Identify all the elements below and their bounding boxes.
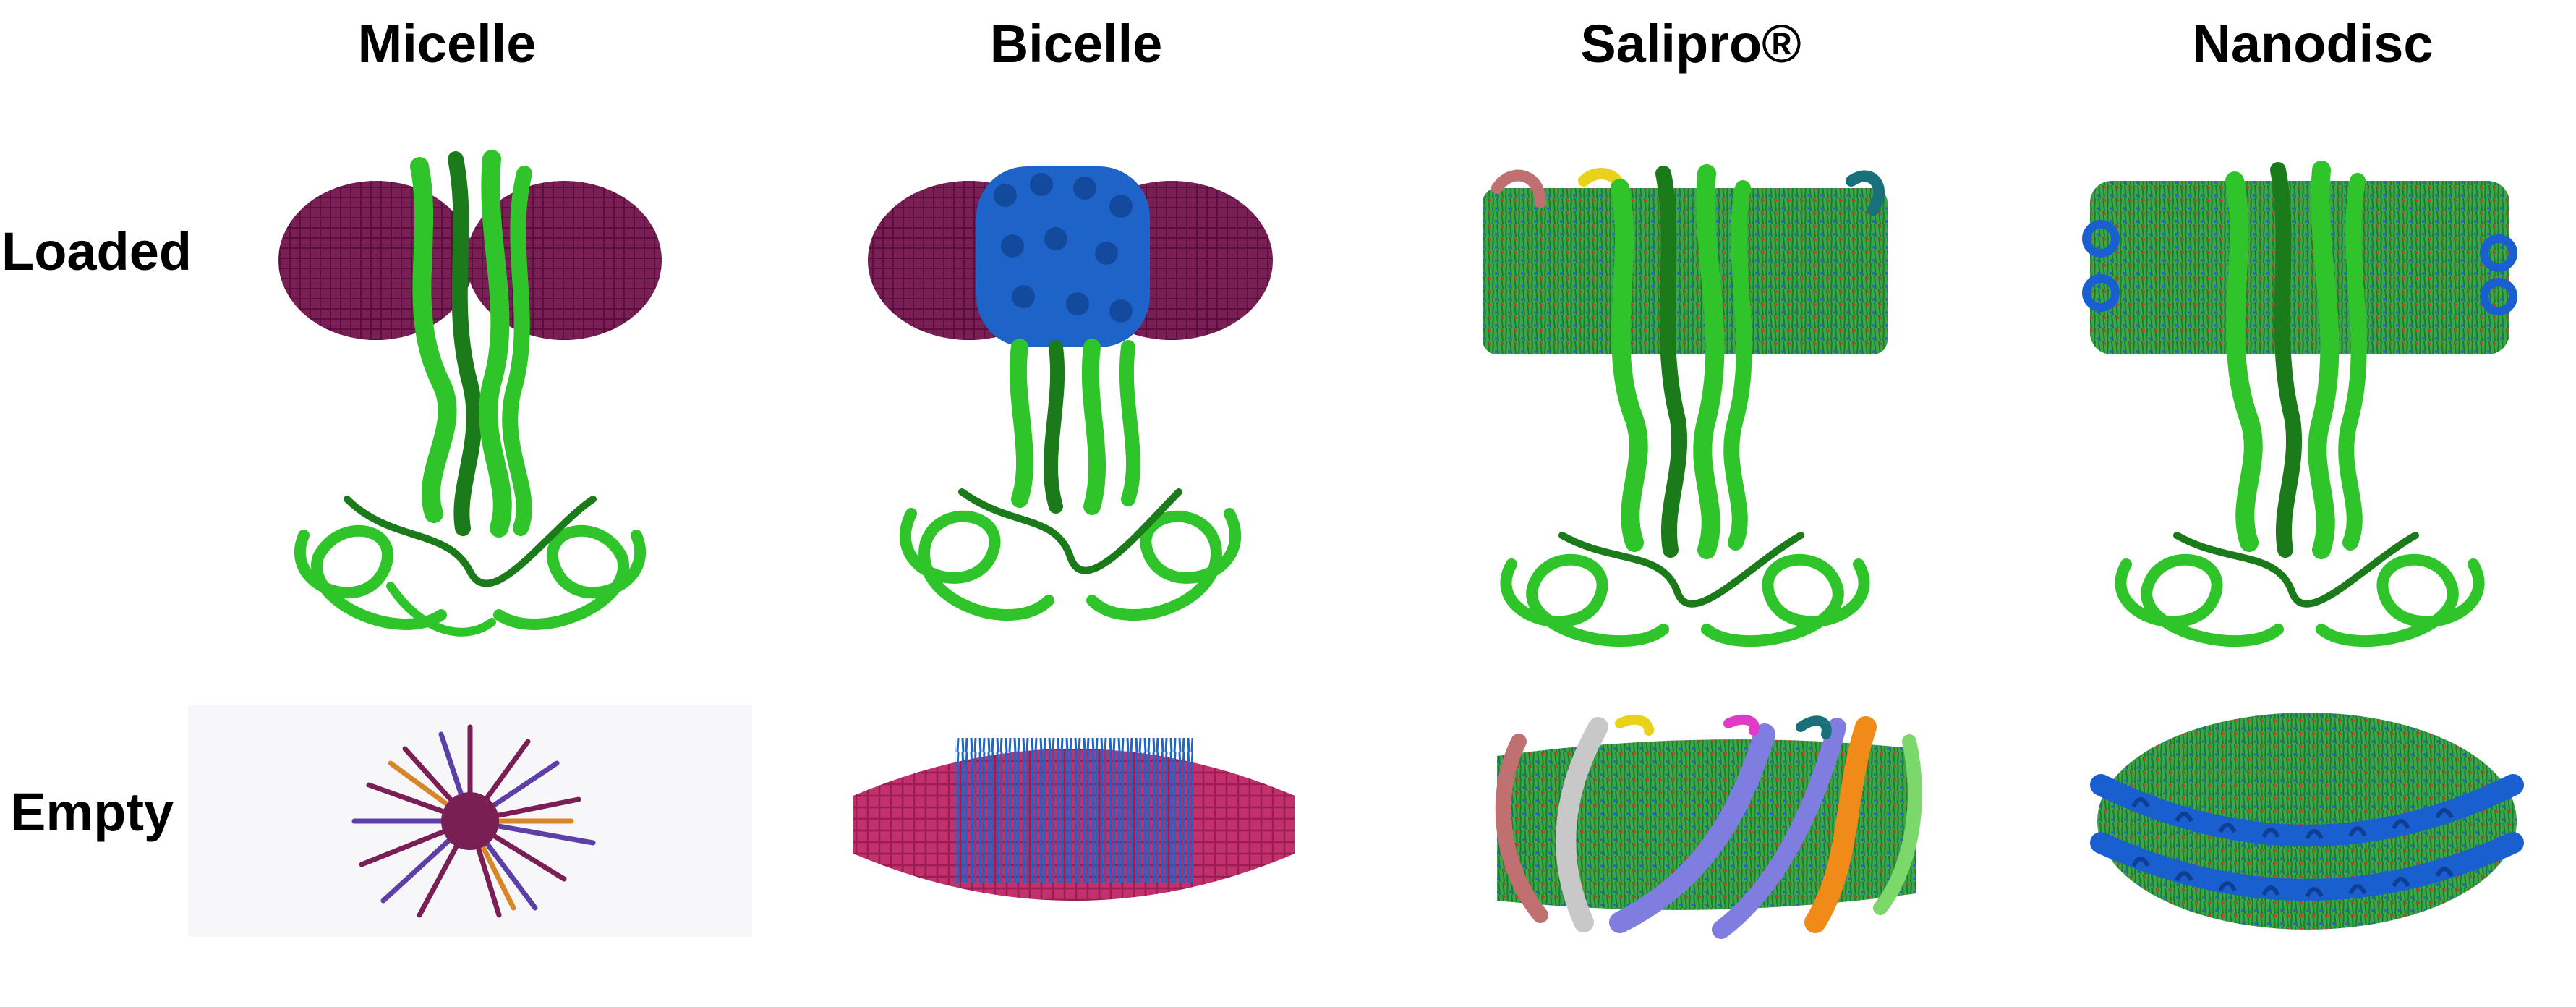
row-label-empty: Empty: [10, 782, 174, 842]
bicelle-empty-model: [853, 738, 1295, 901]
column-title-salipro: Salipro®: [1580, 14, 1801, 74]
column-title-nanodisc: Nanodisc: [2192, 14, 2434, 74]
salipro-loaded-model: [1483, 164, 1888, 647]
row-label-loaded: Loaded: [1, 221, 192, 281]
column-title-micelle: Micelle: [357, 14, 537, 74]
bicelle-loaded-model: [868, 166, 1273, 621]
nanodisc-empty-model: [2090, 713, 2524, 930]
salipro-empty-model: [1495, 714, 1922, 939]
micelle-empty-model: [188, 705, 752, 937]
nanodisc-loaded-model: [2082, 161, 2517, 647]
column-title-bicelle: Bicelle: [989, 14, 1163, 74]
micelle-loaded-model: [278, 150, 662, 637]
